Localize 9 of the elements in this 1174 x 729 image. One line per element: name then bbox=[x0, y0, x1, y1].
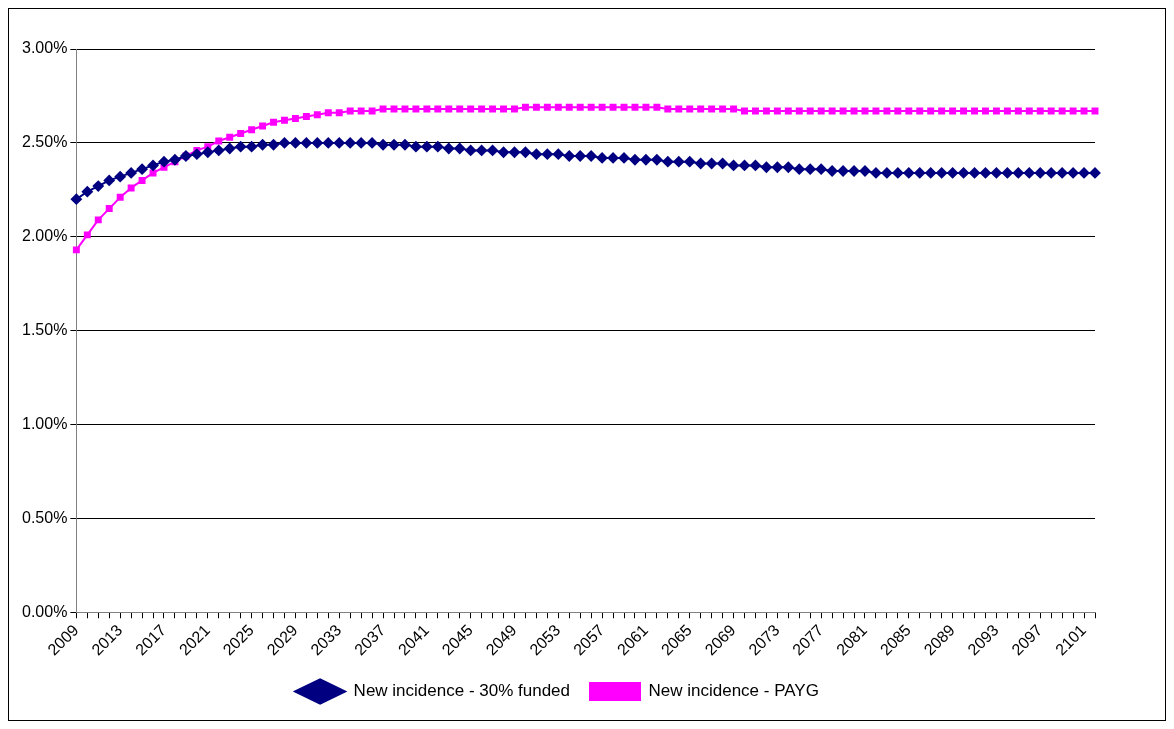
y-tick-label: 1.50% bbox=[21, 321, 68, 339]
y-tick-label: 2.00% bbox=[21, 227, 68, 245]
y-tick-label: 1.00% bbox=[21, 414, 68, 432]
y-tick-label: 0.50% bbox=[21, 508, 68, 526]
legend-label: New incidence - PAYG bbox=[648, 681, 819, 701]
y-tick-label: 2.50% bbox=[21, 133, 68, 151]
y-tick-label: 3.00% bbox=[21, 39, 68, 57]
y-tick-label: 0.00% bbox=[21, 602, 68, 620]
legend-label: New incidence - 30% funded bbox=[353, 681, 571, 701]
